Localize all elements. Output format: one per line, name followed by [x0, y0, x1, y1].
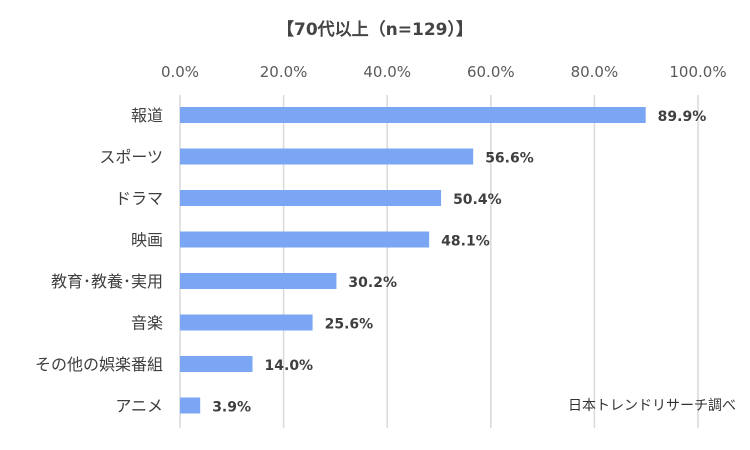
value-label: 48.1%	[441, 234, 490, 250]
bar	[180, 314, 313, 331]
category-label: 報道	[131, 106, 163, 125]
chart-title: 【70代以上（n=129）】	[277, 19, 473, 40]
x-axis-tick-label: 80.0%	[571, 63, 619, 81]
bar	[180, 397, 201, 414]
category-label: アニメ	[115, 397, 163, 416]
bar-group	[180, 107, 646, 414]
category-label: 音楽	[131, 314, 163, 333]
value-label: 89.9%	[658, 109, 707, 125]
category-label: その他の娯楽番組	[35, 355, 163, 374]
value-label: 14.0%	[265, 358, 314, 374]
category-label: 映画	[131, 231, 163, 250]
value-label: 50.4%	[453, 192, 502, 208]
source-label: 日本トレンドリサーチ調べ	[568, 398, 736, 414]
value-label: 30.2%	[348, 275, 397, 291]
bar	[180, 273, 337, 289]
grid-layer	[179, 95, 699, 428]
category-label: スポーツ	[99, 148, 163, 167]
x-axis-tick-label: 100.0%	[669, 63, 726, 81]
value-label: 56.6%	[485, 151, 534, 167]
x-axis-tick-label: 60.0%	[467, 63, 515, 81]
bar	[180, 107, 646, 123]
category-label: 教育･教養･実用	[51, 272, 163, 291]
bar	[180, 356, 253, 372]
x-axis-tick-label: 0.0%	[161, 63, 199, 81]
value-label: 25.6%	[325, 317, 374, 333]
category-label: ドラマ	[115, 189, 163, 208]
x-axis-tick-label: 40.0%	[363, 63, 411, 81]
x-axis-tick-label: 20.0%	[260, 63, 308, 81]
value-labels: 89.9% 56.6% 50.4% 48.1% 30.2% 25.6% 14.0% 3.9%	[212, 109, 706, 416]
bar	[180, 231, 430, 248]
bar	[180, 190, 442, 206]
bar	[180, 148, 474, 165]
x-axis-ticks: 0.0% 20.0% 40.0% 60.0% 80.0% 100.0%	[161, 63, 727, 81]
value-label: 3.9%	[212, 400, 251, 416]
